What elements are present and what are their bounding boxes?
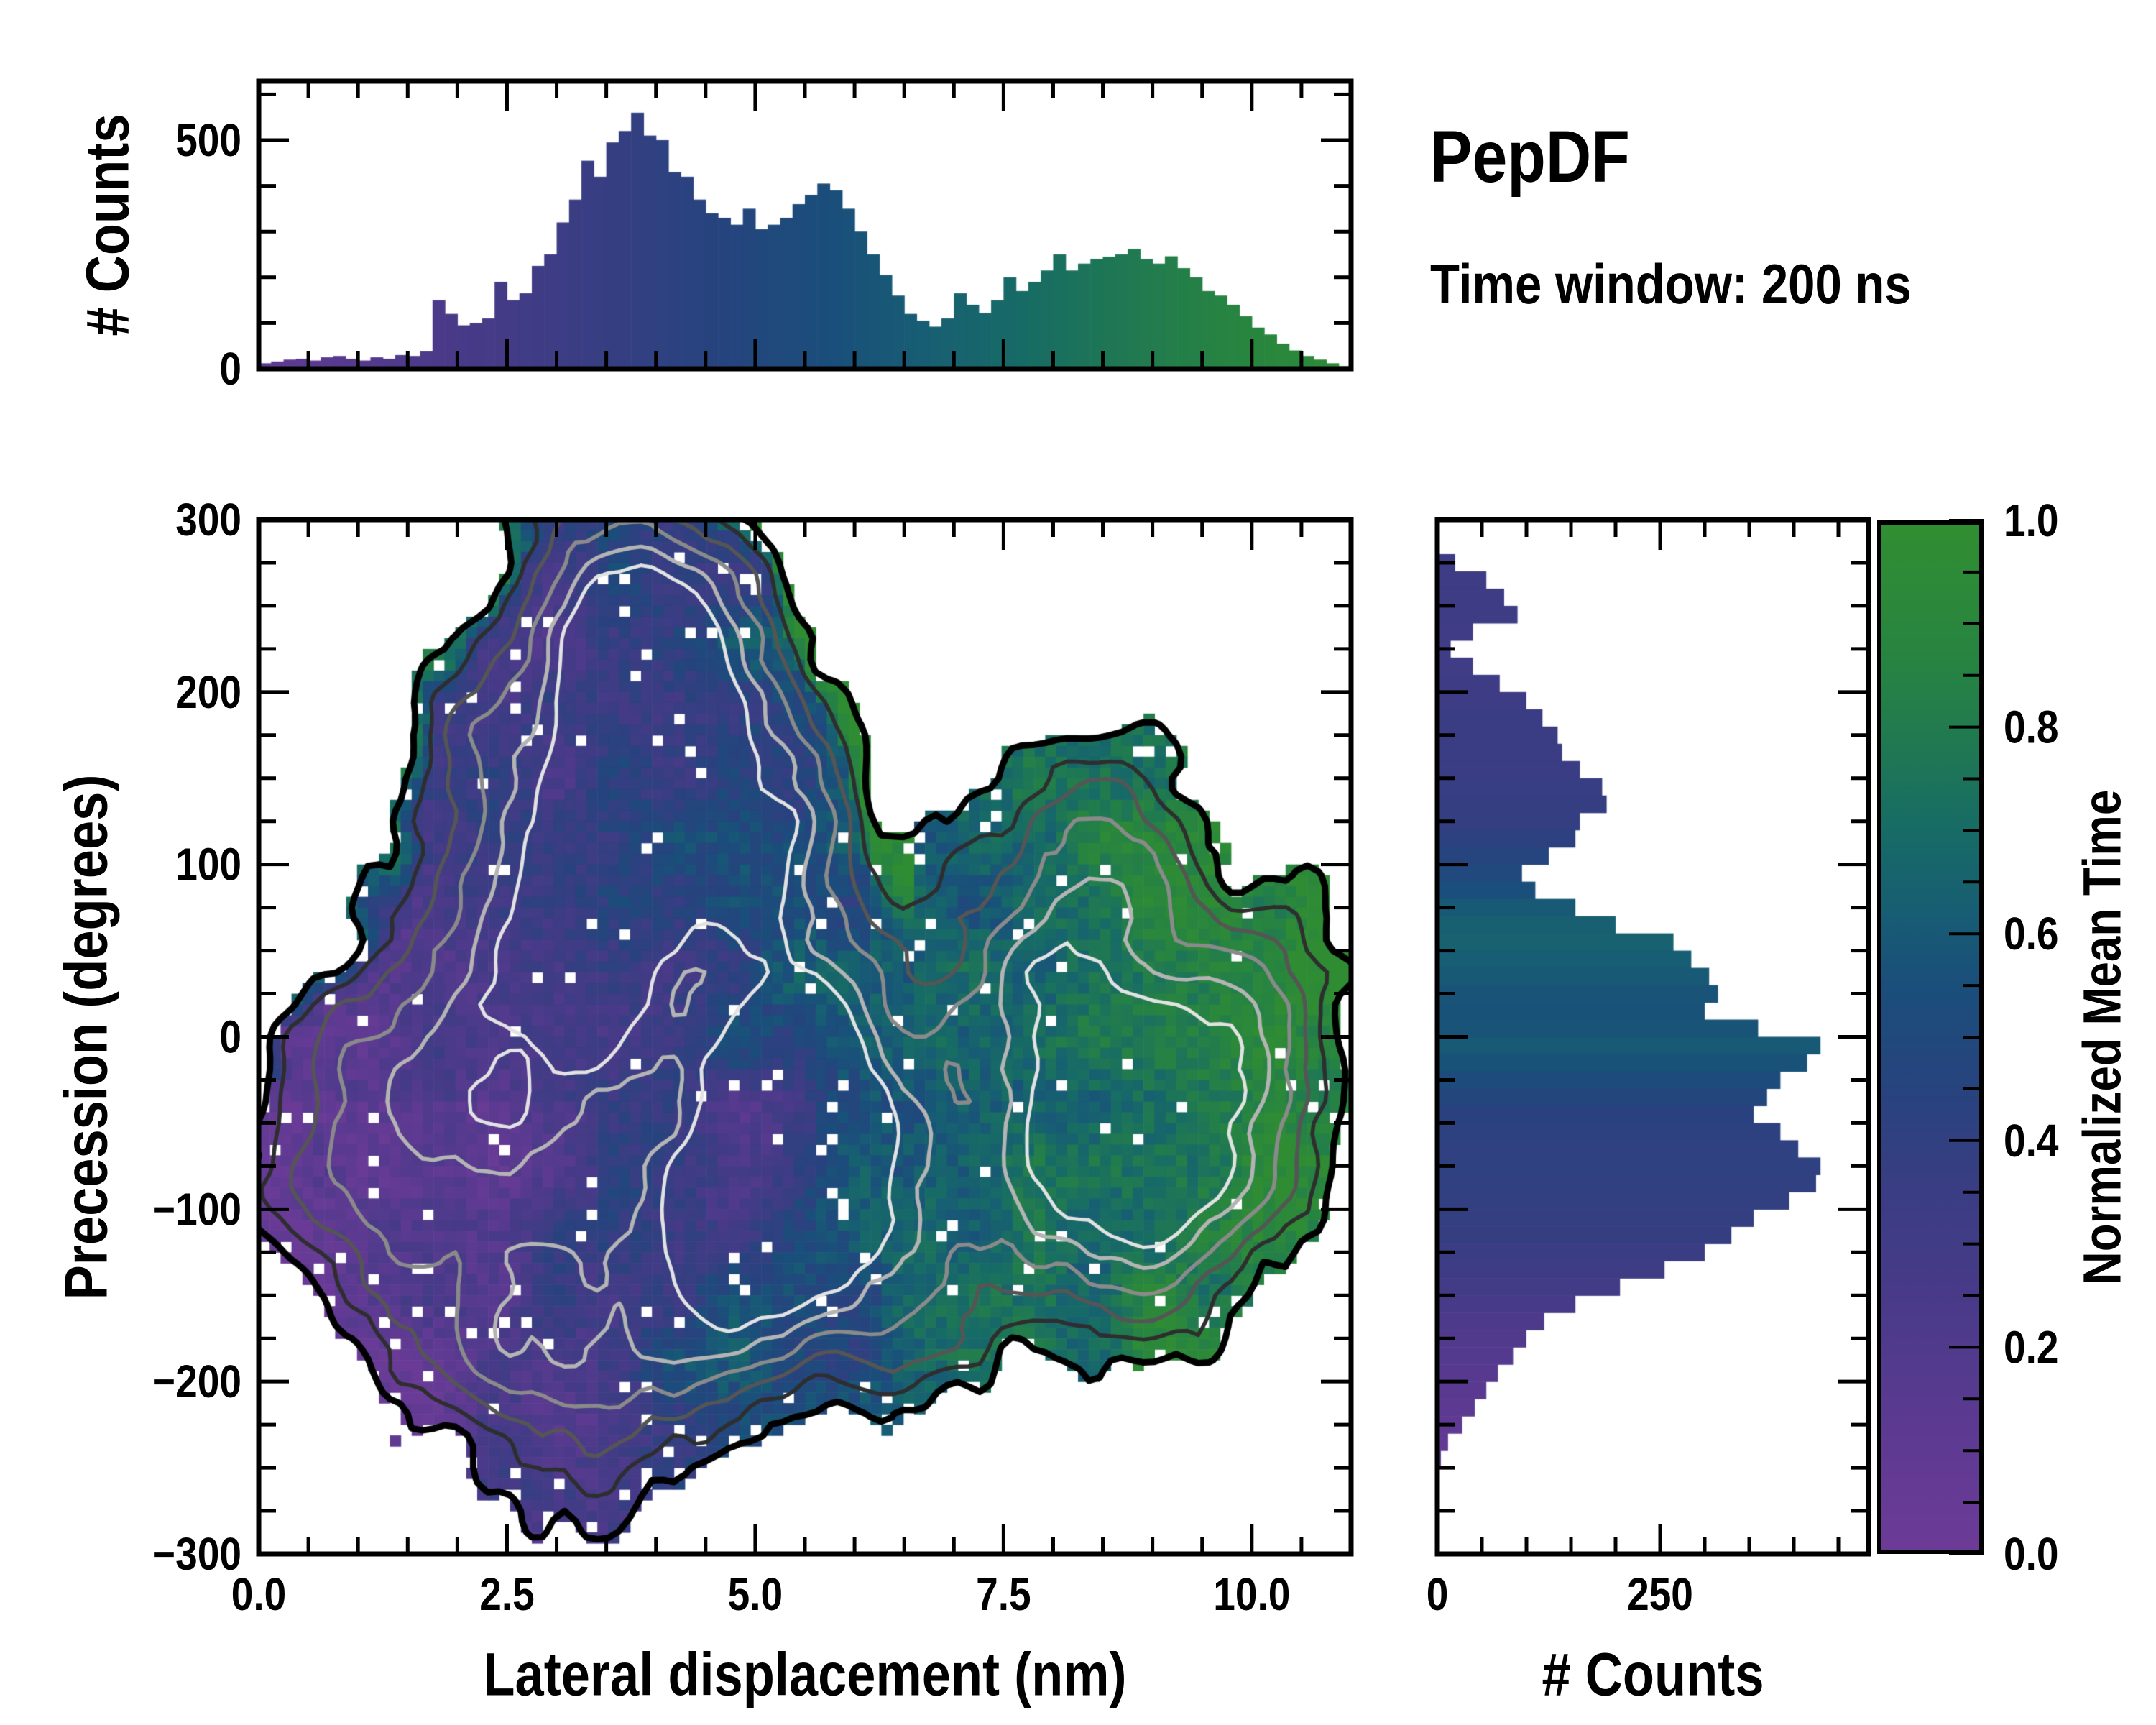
svg-text:7.5: 7.5 <box>976 1568 1031 1620</box>
svg-text:0.4: 0.4 <box>2004 1115 2058 1167</box>
svg-text:10.0: 10.0 <box>1213 1568 1290 1620</box>
y-axis-label-top-hist: # Counts <box>73 114 142 336</box>
svg-text:100: 100 <box>175 839 241 891</box>
svg-text:250: 250 <box>1627 1568 1693 1620</box>
svg-text:0.8: 0.8 <box>2004 702 2058 753</box>
heatmap-canvas <box>259 520 1351 1554</box>
main-title: PepDF <box>1430 116 1630 198</box>
y-axis-label-main: Precession (degrees) <box>52 774 120 1300</box>
svg-text:1.0: 1.0 <box>2004 494 2058 546</box>
top-histogram-canvas <box>259 81 1351 369</box>
svg-text:0.0: 0.0 <box>231 1568 286 1620</box>
subtitle: Time window: 200 ns <box>1430 252 1912 316</box>
svg-text:0: 0 <box>1427 1568 1449 1620</box>
colorbar-label: Normalized Mean Time <box>2072 789 2132 1285</box>
svg-text:−200: −200 <box>152 1356 241 1407</box>
colorbar-gradient <box>1877 520 1984 1554</box>
x-axis-label-right-hist: # Counts <box>1542 1640 1764 1708</box>
svg-text:2.5: 2.5 <box>479 1568 534 1620</box>
svg-text:0.0: 0.0 <box>2004 1528 2058 1580</box>
svg-text:0.6: 0.6 <box>2004 908 2058 960</box>
svg-text:0: 0 <box>219 1011 241 1063</box>
svg-text:200: 200 <box>175 666 241 718</box>
svg-text:300: 300 <box>175 494 241 546</box>
svg-text:5.0: 5.0 <box>728 1568 783 1620</box>
x-axis-label-main: Lateral displacement (nm) <box>483 1640 1127 1708</box>
svg-text:−100: −100 <box>152 1183 241 1235</box>
svg-text:0: 0 <box>219 343 241 395</box>
svg-text:500: 500 <box>175 114 241 166</box>
svg-text:0.2: 0.2 <box>2004 1321 2058 1373</box>
right-histogram-canvas <box>1437 520 1869 1554</box>
svg-text:−300: −300 <box>152 1528 241 1580</box>
